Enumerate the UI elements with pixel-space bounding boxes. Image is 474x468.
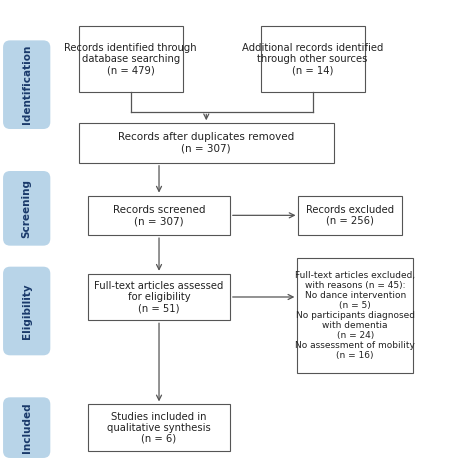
Text: Records screened: Records screened [113, 205, 205, 214]
FancyBboxPatch shape [3, 267, 50, 355]
Bar [88, 196, 230, 235]
Text: qualitative synthesis: qualitative synthesis [107, 423, 211, 432]
Text: with dementia: with dementia [322, 321, 388, 330]
Text: (n = 307): (n = 307) [134, 216, 184, 226]
Text: Full-text articles assessed: Full-text articles assessed [94, 281, 224, 291]
Bar [88, 404, 230, 451]
Text: Records after duplicates removed: Records after duplicates removed [118, 132, 294, 142]
Text: Identification: Identification [22, 45, 32, 124]
Text: No dance intervention: No dance intervention [304, 291, 406, 300]
Text: database searching: database searching [82, 54, 180, 64]
Text: Additional records identified: Additional records identified [242, 43, 383, 53]
Text: Studies included in: Studies included in [111, 411, 207, 422]
Text: (n = 14): (n = 14) [292, 65, 333, 75]
Text: (n = 5): (n = 5) [339, 301, 371, 310]
Bar [297, 258, 413, 373]
Text: Full-text articles excluded,: Full-text articles excluded, [295, 271, 415, 280]
FancyBboxPatch shape [3, 397, 50, 458]
Text: Included: Included [22, 402, 32, 453]
Bar [299, 196, 402, 235]
Bar [79, 123, 334, 163]
Text: (n = 256): (n = 256) [327, 216, 374, 226]
Text: No assessment of mobility: No assessment of mobility [295, 341, 415, 350]
Bar [261, 26, 365, 92]
Text: (n = 51): (n = 51) [138, 303, 180, 313]
Text: No participants diagnosed: No participants diagnosed [296, 311, 415, 320]
Text: Screening: Screening [22, 179, 32, 238]
Text: (n = 479): (n = 479) [107, 65, 155, 75]
Text: (n = 307): (n = 307) [182, 144, 231, 154]
Text: Eligibility: Eligibility [22, 283, 32, 339]
Bar [79, 26, 182, 92]
Text: (n = 16): (n = 16) [337, 351, 374, 360]
Text: through other sources: through other sources [257, 54, 368, 64]
Text: Records identified through: Records identified through [64, 43, 197, 53]
Text: (n = 6): (n = 6) [141, 434, 177, 444]
FancyBboxPatch shape [3, 171, 50, 246]
FancyBboxPatch shape [3, 40, 50, 129]
Text: for eligibility: for eligibility [128, 292, 191, 302]
Text: Records excluded: Records excluded [306, 205, 394, 215]
Text: with reasons (n = 45):: with reasons (n = 45): [305, 281, 405, 290]
Text: (n = 24): (n = 24) [337, 331, 374, 340]
Bar [88, 274, 230, 320]
